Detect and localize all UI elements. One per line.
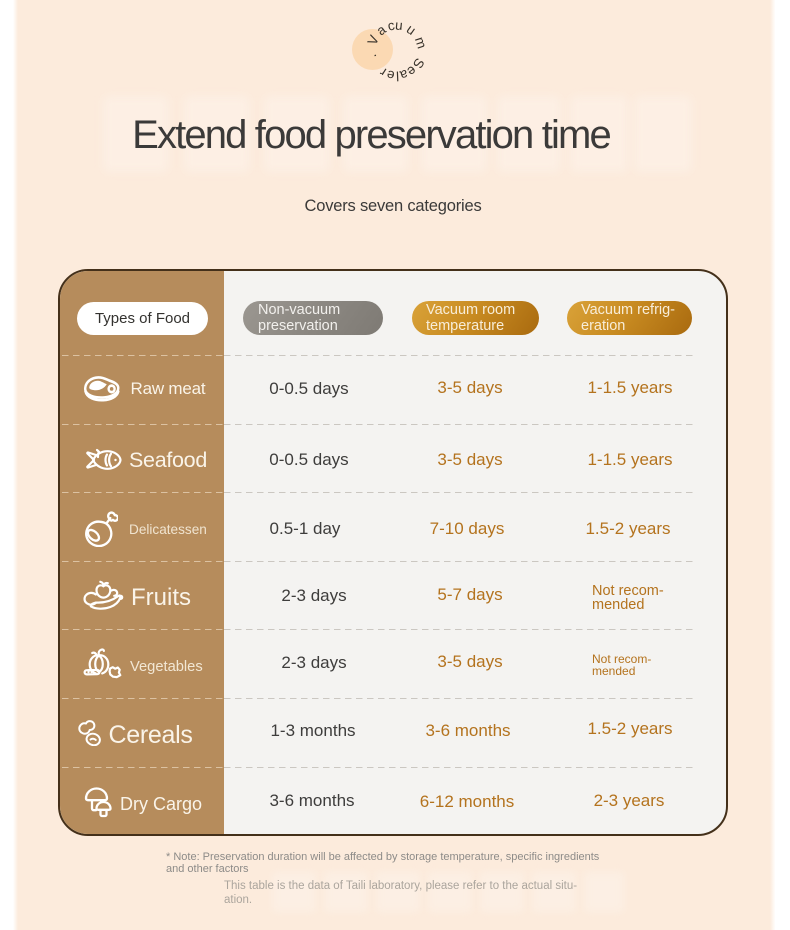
- svg-text:e: e: [385, 67, 396, 83]
- svg-text:l: l: [396, 69, 400, 84]
- svg-text:.: .: [364, 53, 379, 60]
- svg-text:m: m: [412, 35, 430, 50]
- svg-text:u: u: [395, 17, 404, 33]
- svg-text:c: c: [386, 18, 396, 34]
- svg-text:u: u: [404, 21, 419, 38]
